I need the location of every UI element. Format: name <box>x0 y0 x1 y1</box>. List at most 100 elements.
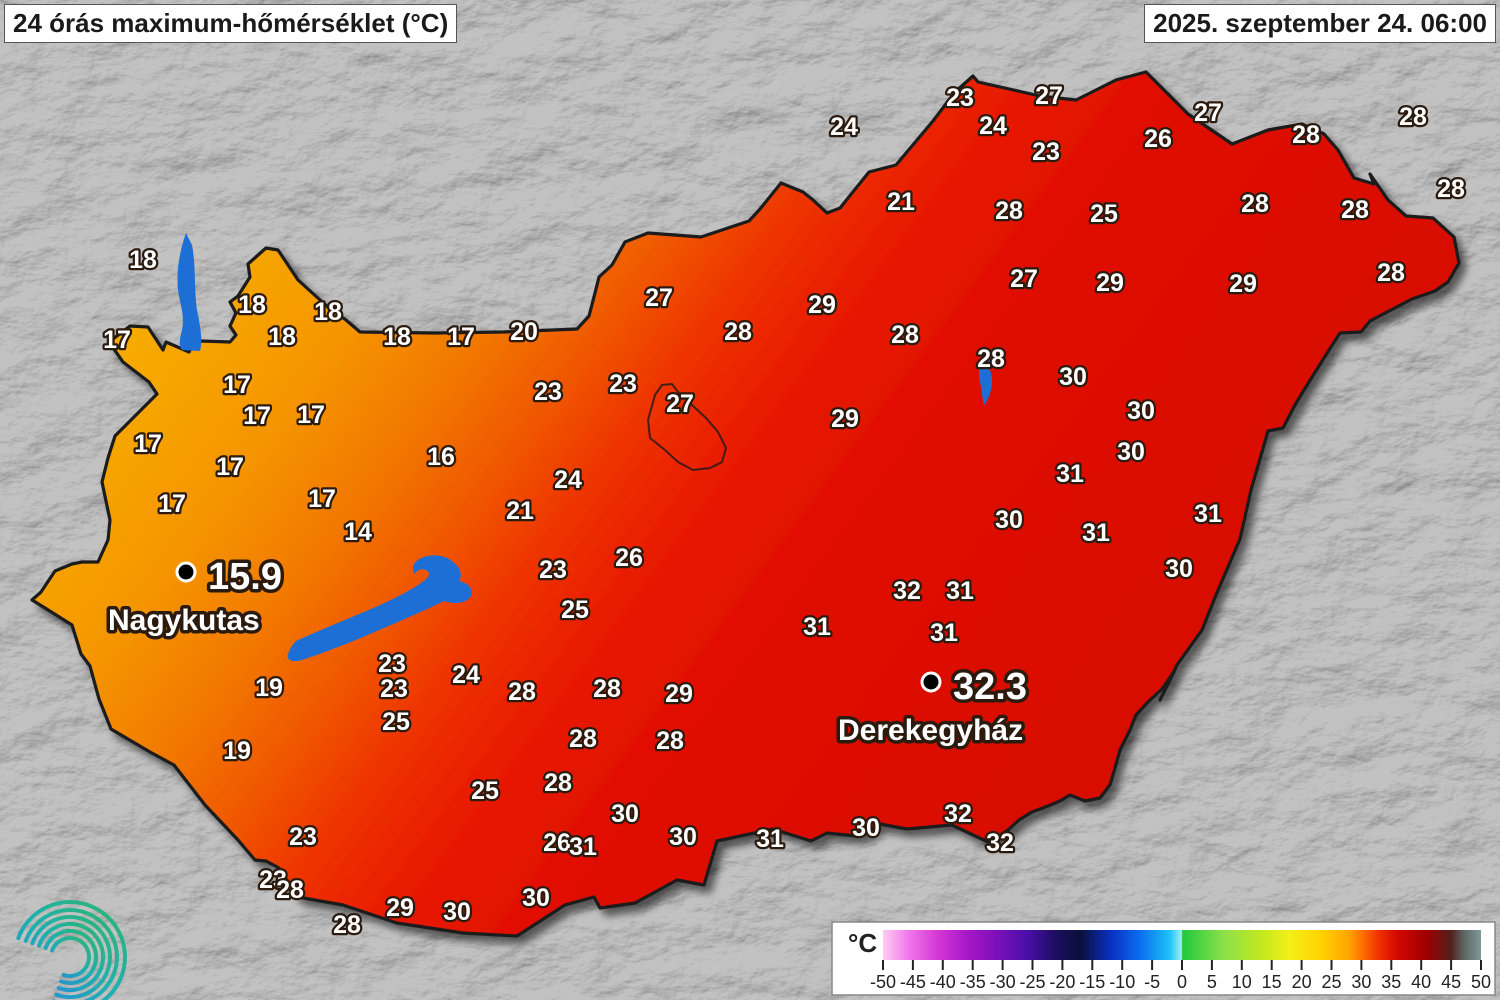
svg-text:30: 30 <box>1351 972 1371 992</box>
svg-text:15.9: 15.9 <box>208 556 282 598</box>
svg-text:-5: -5 <box>1144 972 1160 992</box>
svg-text:Derekegyház: Derekegyház <box>838 714 1023 747</box>
svg-text:24: 24 <box>452 661 480 689</box>
svg-text:26: 26 <box>1144 125 1172 153</box>
svg-text:17: 17 <box>223 371 251 399</box>
svg-text:20: 20 <box>510 318 538 346</box>
svg-text:23: 23 <box>539 556 567 584</box>
svg-text:23: 23 <box>1032 138 1060 166</box>
svg-text:31: 31 <box>1194 500 1222 528</box>
svg-text:21: 21 <box>887 188 915 216</box>
svg-text:°C: °C <box>848 928 877 958</box>
svg-text:27: 27 <box>645 284 673 312</box>
svg-text:26: 26 <box>543 829 571 857</box>
svg-text:17: 17 <box>447 323 475 351</box>
svg-text:-45: -45 <box>900 972 926 992</box>
svg-text:15: 15 <box>1262 972 1282 992</box>
svg-text:23: 23 <box>380 675 408 703</box>
svg-text:25: 25 <box>471 777 499 805</box>
svg-text:20: 20 <box>1292 972 1312 992</box>
svg-text:28: 28 <box>1399 103 1427 131</box>
svg-text:27: 27 <box>1010 265 1038 293</box>
svg-text:29: 29 <box>831 405 859 433</box>
svg-text:31: 31 <box>930 619 958 647</box>
svg-text:29: 29 <box>1229 270 1257 298</box>
svg-text:18: 18 <box>238 291 266 319</box>
svg-text:30: 30 <box>995 506 1023 534</box>
svg-text:18: 18 <box>314 298 342 326</box>
svg-text:32: 32 <box>893 577 921 605</box>
svg-text:45: 45 <box>1441 972 1461 992</box>
svg-text:-25: -25 <box>1019 972 1045 992</box>
svg-text:10: 10 <box>1232 972 1252 992</box>
svg-text:18: 18 <box>268 323 296 351</box>
svg-text:31: 31 <box>1056 460 1084 488</box>
svg-text:28: 28 <box>995 197 1023 225</box>
svg-text:29: 29 <box>808 291 836 319</box>
svg-text:29: 29 <box>665 680 693 708</box>
svg-text:32: 32 <box>944 800 972 828</box>
svg-text:28: 28 <box>1377 259 1405 287</box>
svg-text:23: 23 <box>289 823 317 851</box>
svg-text:28: 28 <box>656 727 684 755</box>
svg-text:23: 23 <box>946 84 974 112</box>
svg-text:28: 28 <box>1341 196 1369 224</box>
svg-text:23: 23 <box>609 370 637 398</box>
svg-text:28: 28 <box>724 318 752 346</box>
svg-text:19: 19 <box>223 737 251 765</box>
svg-text:17: 17 <box>297 401 325 429</box>
svg-text:27: 27 <box>1035 82 1063 110</box>
svg-text:30: 30 <box>1165 555 1193 583</box>
svg-text:17: 17 <box>103 326 131 354</box>
svg-text:17: 17 <box>134 430 162 458</box>
svg-text:17: 17 <box>158 490 186 518</box>
svg-text:25: 25 <box>1321 972 1341 992</box>
svg-text:30: 30 <box>522 884 550 912</box>
svg-text:17: 17 <box>216 453 244 481</box>
svg-text:18: 18 <box>383 323 411 351</box>
svg-text:-15: -15 <box>1079 972 1105 992</box>
svg-text:14: 14 <box>344 518 372 546</box>
svg-text:31: 31 <box>569 833 597 861</box>
svg-text:28: 28 <box>977 345 1005 373</box>
svg-text:-50: -50 <box>870 972 896 992</box>
svg-text:28: 28 <box>544 769 572 797</box>
svg-text:31: 31 <box>756 825 784 853</box>
svg-text:29: 29 <box>386 894 414 922</box>
svg-text:28: 28 <box>1292 121 1320 149</box>
svg-text:25: 25 <box>382 708 410 736</box>
svg-text:32.3: 32.3 <box>953 666 1027 708</box>
svg-text:5: 5 <box>1207 972 1217 992</box>
svg-text:17: 17 <box>308 485 336 513</box>
svg-text:24: 24 <box>830 113 858 141</box>
svg-text:-35: -35 <box>960 972 986 992</box>
svg-text:28: 28 <box>593 675 621 703</box>
svg-text:35: 35 <box>1381 972 1401 992</box>
svg-text:25: 25 <box>1090 200 1118 228</box>
svg-text:31: 31 <box>803 613 831 641</box>
svg-text:28: 28 <box>276 876 304 904</box>
svg-text:26: 26 <box>615 544 643 572</box>
svg-text:32: 32 <box>986 829 1014 857</box>
svg-text:27: 27 <box>666 390 694 418</box>
svg-text:30: 30 <box>852 814 880 842</box>
svg-text:30: 30 <box>1117 438 1145 466</box>
svg-text:27: 27 <box>1194 99 1222 127</box>
svg-text:23: 23 <box>378 650 406 678</box>
svg-text:18: 18 <box>129 246 157 274</box>
svg-text:28: 28 <box>569 725 597 753</box>
svg-text:-40: -40 <box>930 972 956 992</box>
svg-text:-20: -20 <box>1049 972 1075 992</box>
svg-text:Nagykutas: Nagykutas <box>108 604 260 637</box>
svg-text:24: 24 <box>554 466 582 494</box>
svg-text:50: 50 <box>1471 972 1491 992</box>
svg-text:16: 16 <box>427 443 455 471</box>
svg-text:30: 30 <box>443 898 471 926</box>
svg-text:30: 30 <box>1127 397 1155 425</box>
svg-text:28: 28 <box>1437 175 1465 203</box>
svg-text:25: 25 <box>561 596 589 624</box>
svg-text:23: 23 <box>534 378 562 406</box>
svg-text:28: 28 <box>508 678 536 706</box>
svg-text:21: 21 <box>506 497 534 525</box>
svg-text:30: 30 <box>669 823 697 851</box>
